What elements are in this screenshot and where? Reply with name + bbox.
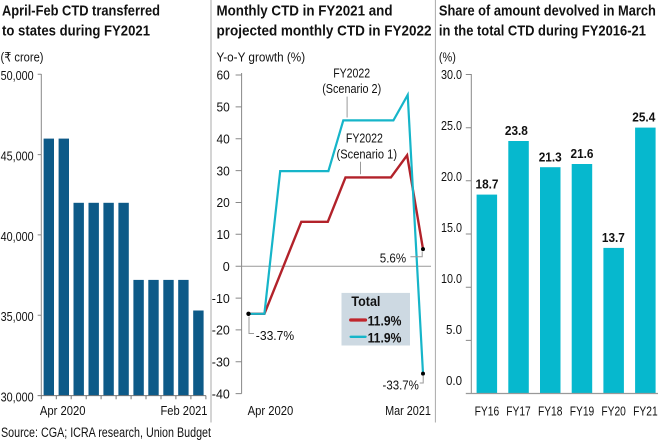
svg-text:FY17: FY17 (506, 404, 531, 419)
svg-text:Monthly CTD in FY2021 and: Monthly CTD in FY2021 and (217, 3, 393, 20)
svg-text:21.3: 21.3 (539, 149, 562, 164)
svg-text:(%): (%) (439, 50, 456, 65)
svg-text:11.9%: 11.9% (368, 330, 402, 345)
svg-text:Y-o-Y growth (%): Y-o-Y growth (%) (217, 50, 306, 65)
svg-text:20.0: 20.0 (441, 169, 462, 184)
svg-text:FY18: FY18 (538, 404, 563, 419)
svg-text:25.0: 25.0 (441, 118, 462, 133)
svg-text:-20: -20 (212, 323, 230, 338)
svg-text:50: 50 (217, 100, 230, 115)
svg-text:FY16: FY16 (475, 404, 500, 419)
svg-text:Mar 2021: Mar 2021 (385, 403, 431, 418)
svg-text:-40: -40 (212, 386, 230, 401)
svg-text:40,000: 40,000 (1, 229, 34, 244)
svg-text:25.4: 25.4 (632, 110, 656, 125)
svg-text:0.0: 0.0 (446, 373, 462, 388)
svg-text:April-Feb CTD transferred: April-Feb CTD transferred (2, 3, 160, 20)
svg-text:10.0: 10.0 (441, 271, 462, 286)
svg-text:-10: -10 (212, 291, 230, 306)
svg-text:-33.7%: -33.7% (256, 328, 295, 343)
svg-text:FY19: FY19 (570, 404, 595, 419)
svg-text:40: 40 (217, 132, 230, 147)
svg-text:FY2022: FY2022 (346, 131, 383, 146)
svg-text:projected monthly CTD in FY202: projected monthly CTD in FY2022 (217, 23, 432, 40)
svg-text:20: 20 (217, 195, 230, 210)
svg-text:10: 10 (217, 227, 230, 242)
svg-text:50,000: 50,000 (1, 68, 34, 83)
svg-text:13.7: 13.7 (602, 230, 625, 245)
svg-text:Apr 2020: Apr 2020 (248, 403, 294, 418)
svg-text:in the total CTD during FY2016: in the total CTD during FY2016-21 (439, 23, 646, 40)
svg-text:21.6: 21.6 (571, 146, 594, 161)
svg-text:60: 60 (217, 68, 230, 83)
svg-text:5.0: 5.0 (446, 322, 462, 337)
svg-text:30,000: 30,000 (1, 390, 34, 405)
svg-text:to states during FY2021: to states during FY2021 (2, 23, 150, 40)
svg-text:15.0: 15.0 (441, 220, 462, 235)
svg-text:Apr 2020: Apr 2020 (40, 403, 86, 418)
svg-text:23.8: 23.8 (505, 123, 528, 138)
svg-text:Total: Total (351, 294, 380, 309)
svg-text:30: 30 (217, 163, 230, 178)
svg-text:FY20: FY20 (601, 404, 626, 419)
svg-text:18.7: 18.7 (476, 177, 499, 192)
svg-text:FY21: FY21 (633, 404, 658, 419)
svg-text:Source: CGA; ICRA research, Un: Source: CGA; ICRA research, Union Budget (1, 425, 211, 440)
svg-text:Feb 2021: Feb 2021 (161, 403, 208, 418)
svg-text:-33.7%: -33.7% (383, 378, 420, 393)
svg-text:(Scenario 2): (Scenario 2) (322, 81, 381, 96)
svg-text:45,000: 45,000 (1, 149, 34, 164)
svg-text:Share of amount devolved in Ma: Share of amount devolved in March (439, 3, 656, 20)
svg-text:11.9%: 11.9% (368, 313, 402, 328)
svg-text:0: 0 (223, 259, 230, 274)
svg-text:30.0: 30.0 (441, 67, 462, 82)
svg-text:FY2022: FY2022 (333, 65, 370, 80)
svg-text:(₹ crore): (₹ crore) (1, 50, 44, 65)
svg-text:5.6%: 5.6% (380, 250, 407, 265)
svg-text:(Scenario 1): (Scenario 1) (337, 146, 398, 161)
svg-text:-30: -30 (212, 355, 230, 370)
svg-text:35,000: 35,000 (1, 309, 34, 324)
